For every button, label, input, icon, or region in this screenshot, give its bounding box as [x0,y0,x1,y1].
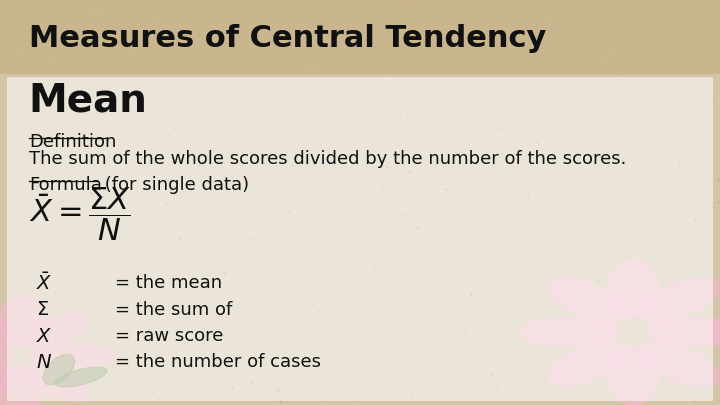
Text: Measures of Central Tendency: Measures of Central Tendency [29,24,546,53]
Bar [7,77,713,401]
Text: $\Sigma$: $\Sigma$ [36,301,49,319]
Ellipse shape [0,369,43,405]
Text: = the sum of: = the sum of [115,301,233,319]
Ellipse shape [43,354,75,385]
Text: Formula: Formula [29,176,102,194]
Ellipse shape [0,363,20,401]
Text: $\bar{X} = \dfrac{\Sigma X}{N}$: $\bar{X} = \dfrac{\Sigma X}{N}$ [29,186,131,243]
Ellipse shape [548,278,628,323]
Text: $X$: $X$ [36,327,53,345]
Ellipse shape [0,296,43,344]
Text: = the number of cases: = the number of cases [115,354,321,371]
Text: (for single data): (for single data) [99,176,250,194]
Text: $\bar{X}$: $\bar{X}$ [36,273,53,294]
Text: $N$: $N$ [36,353,52,372]
Ellipse shape [23,311,91,350]
Text: Definition: Definition [29,133,116,151]
Text: The sum of the whole scores divided by the number of the scores.: The sum of the whole scores divided by t… [29,150,626,168]
Text: = raw score: = raw score [115,327,224,345]
Ellipse shape [548,341,628,386]
Text: Mean: Mean [29,81,148,119]
Ellipse shape [608,348,659,405]
Bar [0,0,720,73]
Ellipse shape [0,311,20,350]
Ellipse shape [639,278,719,323]
Ellipse shape [648,318,720,346]
Ellipse shape [29,344,115,369]
Ellipse shape [608,259,659,316]
Text: = the mean: = the mean [115,275,222,292]
Ellipse shape [518,318,619,346]
Ellipse shape [23,363,91,401]
Ellipse shape [55,367,107,387]
Ellipse shape [0,344,14,369]
Ellipse shape [639,341,719,386]
